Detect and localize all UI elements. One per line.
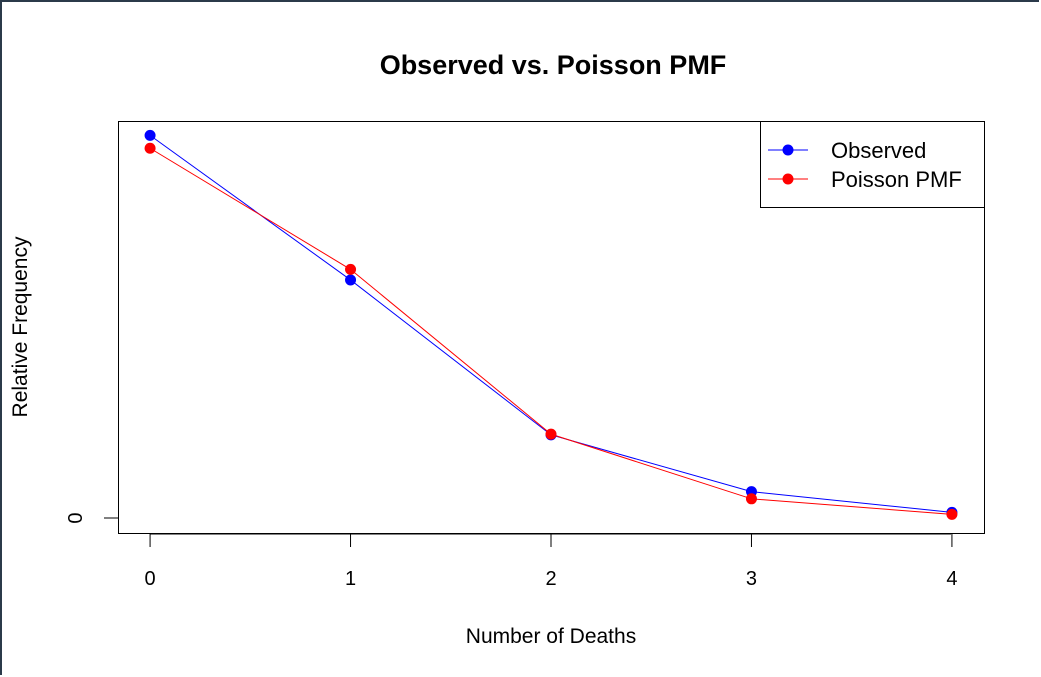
x-tick-label: 2 [545,568,556,590]
x-tick-label: 0 [145,568,156,590]
x-tick-label: 4 [946,568,957,590]
legend-label-observed: Observed [831,138,926,163]
data-point-poisson-pmf [745,493,757,505]
data-point-poisson-pmf [144,142,156,154]
data-point-poisson-pmf [946,508,958,520]
legend-marker-observed [782,144,794,156]
series-layer [144,129,958,520]
y-tick-label: 0 [65,512,87,523]
legend-marker-poisson [782,173,794,185]
data-point-observed [345,274,357,286]
legend-box [760,121,985,208]
x-tick-label: 3 [746,568,757,590]
data-point-poisson-pmf [345,263,357,275]
x-tick-label: 1 [345,568,356,590]
y-axis-label: Relative Frequency [9,236,32,417]
data-point-observed [144,129,156,141]
y-axis: 0 [65,512,118,524]
chart-title: Observed vs. Poisson PMF [380,50,727,80]
legend-label-poisson: Poisson PMF [831,167,962,192]
data-point-poisson-pmf [545,428,557,440]
legend: Observed Poisson PMF [760,121,985,208]
x-axis-label: Number of Deaths [466,625,636,648]
x-axis: 0 1 2 3 4 [145,533,957,590]
